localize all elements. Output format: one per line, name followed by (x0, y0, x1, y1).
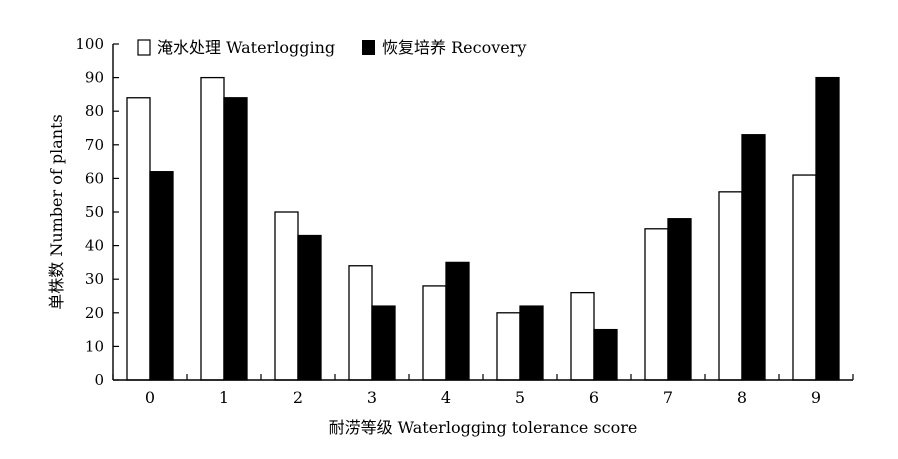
bars-layer (126, 76, 840, 381)
y-axis: 0 10 20 30 40 50 60 70 80 90 100 (75, 35, 119, 389)
legend-swatch-recovery (362, 40, 375, 55)
bar-recovery-0 (149, 171, 174, 381)
x-axis-label: 耐涝等级 Waterlogging tolerance score (329, 418, 638, 437)
bar-waterlogging-0 (126, 97, 151, 381)
x-tick-label: 2 (293, 388, 303, 407)
legend-label-recovery: 恢复培养 Recovery (382, 38, 526, 57)
x-tick-label: 8 (737, 388, 747, 407)
legend-swatch-waterlogging (137, 39, 151, 56)
y-tick-label: 60 (85, 169, 104, 187)
bar-recovery-6 (593, 328, 618, 381)
y-tick-label: 80 (85, 102, 104, 120)
bar-waterlogging-9 (792, 174, 817, 381)
x-tick-label: 6 (589, 388, 599, 407)
x-tick-label: 4 (441, 388, 451, 407)
bar-recovery-4 (445, 261, 470, 381)
bar-recovery-7 (667, 218, 692, 381)
bar-recovery-5 (519, 305, 544, 381)
bar-waterlogging-4 (422, 285, 447, 381)
y-tick-label: 20 (85, 304, 104, 322)
y-tick-label: 30 (85, 270, 104, 288)
x-tick-label: 3 (367, 388, 377, 407)
bar-waterlogging-7 (644, 228, 669, 381)
bar-waterlogging-1 (200, 76, 225, 381)
bar-recovery-3 (371, 305, 396, 381)
bar-waterlogging-3 (348, 265, 373, 381)
x-tick-label: 1 (219, 388, 229, 407)
legend: 淹水处理 Waterlogging 恢复培养 Recovery (137, 38, 526, 57)
bar-recovery-8 (741, 134, 766, 381)
y-tick-label: 70 (85, 136, 104, 154)
bar-waterlogging-5 (496, 312, 521, 381)
bar-recovery-2 (297, 234, 322, 381)
y-tick-label: 10 (85, 337, 104, 355)
bar-recovery-9 (815, 76, 840, 381)
x-axis: 0 1 2 3 4 5 6 7 8 9 (112, 374, 854, 407)
y-tick-label: 50 (85, 203, 104, 221)
y-tick-label: 0 (94, 371, 104, 389)
bar-waterlogging-2 (274, 211, 299, 381)
y-axis-label: 单株数 Number of plants (47, 114, 66, 310)
y-tick-label: 40 (85, 237, 104, 255)
y-tick-label: 90 (85, 69, 104, 87)
legend-label-waterlogging: 淹水处理 Waterlogging (157, 38, 335, 57)
x-tick-label: 0 (145, 388, 155, 407)
y-tick-label: 100 (75, 35, 104, 53)
x-tick-label: 5 (515, 388, 525, 407)
bar-waterlogging-8 (718, 191, 743, 381)
x-tick-label: 9 (811, 388, 821, 407)
bar-recovery-1 (223, 97, 248, 381)
bar-waterlogging-6 (570, 291, 595, 381)
x-tick-label: 7 (663, 388, 673, 407)
